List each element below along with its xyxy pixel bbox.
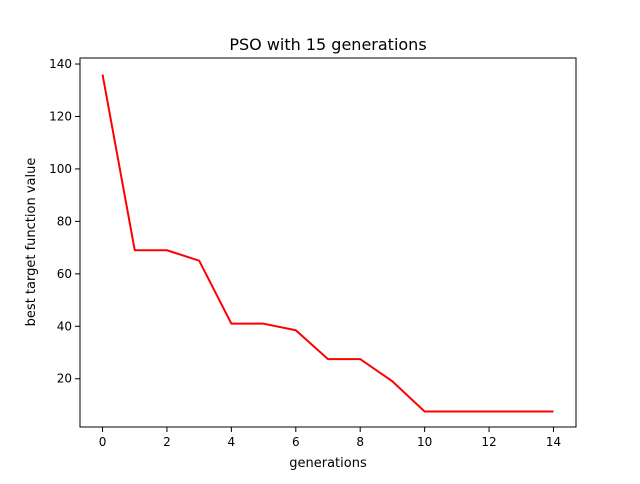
series-line-0 [101, 74, 554, 413]
x-tick-label: 10 [417, 435, 432, 449]
y-tick-label: 100 [49, 162, 72, 176]
y-tick-label: 40 [57, 319, 72, 333]
y-axis-label: best target function value [24, 158, 39, 327]
x-tick-label: 8 [356, 435, 364, 449]
plot-frame [79, 57, 577, 428]
x-tick-label: 14 [546, 435, 561, 449]
y-tick-label: 120 [49, 109, 72, 123]
x-axis-label: generations [289, 456, 367, 471]
y-tick-label: 80 [57, 214, 72, 228]
chart-title: PSO with 15 generations [229, 35, 426, 54]
x-tick-label: 4 [228, 435, 236, 449]
y-tick-label: 20 [57, 372, 72, 386]
y-tick-label: 60 [57, 267, 72, 281]
x-tick-label: 2 [163, 435, 171, 449]
y-tick-label: 140 [49, 57, 72, 71]
x-tick-label: 6 [292, 435, 300, 449]
x-tick-label: 12 [481, 435, 496, 449]
x-tick-label: 0 [99, 435, 107, 449]
